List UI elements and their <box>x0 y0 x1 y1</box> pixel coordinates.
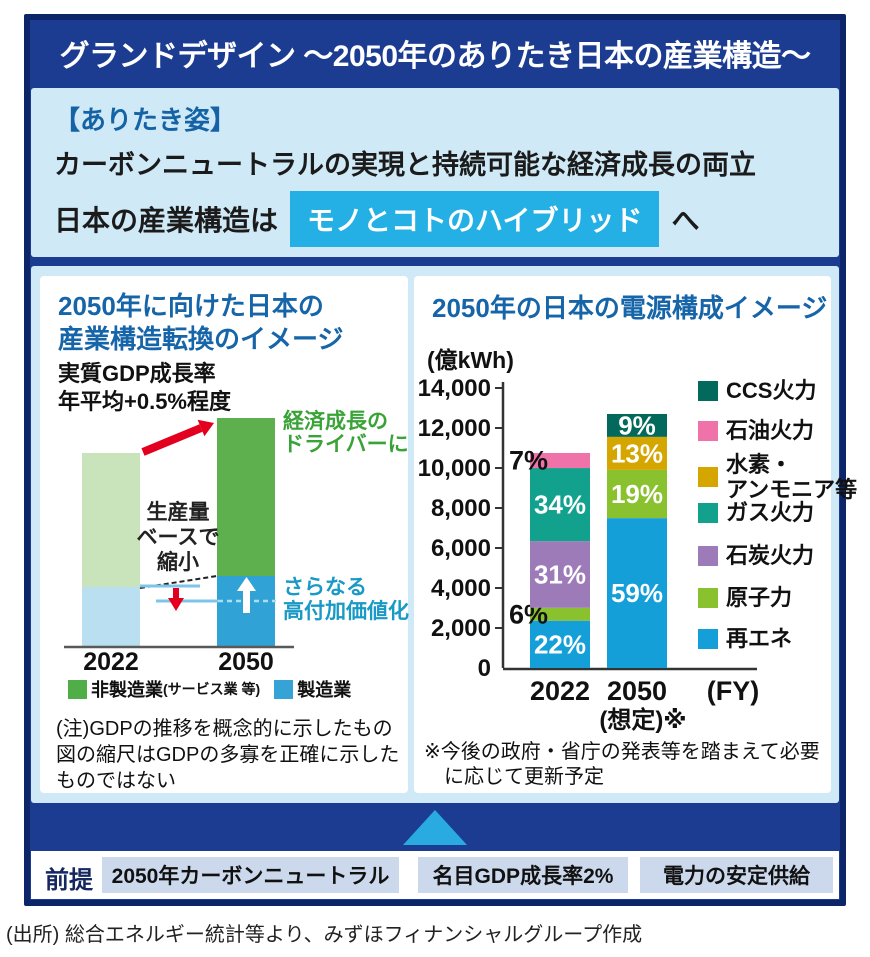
legend-swatch <box>698 502 718 523</box>
legend-swatch <box>698 628 718 649</box>
tick-label: 0 <box>478 655 491 682</box>
x-label: 2050 <box>607 676 667 706</box>
fy-label: (FY) <box>707 676 759 706</box>
mfg-legend-swatch <box>274 679 294 699</box>
legend-item: ガス火力 <box>698 500 814 525</box>
legend-label: CCS火力 <box>726 378 817 403</box>
industry-chart-footnote: (注)GDPの推移を概念的に示したもの 図の縮尺はGDPの多寡を正確に示した も… <box>56 718 400 792</box>
vision-structure-prefix: 日本の産業構造は <box>54 205 279 236</box>
industry-chart-title: 2050年に向けた日本の 産業構造転換のイメージ <box>58 291 344 354</box>
bar-segment <box>82 453 140 587</box>
segment-label: 31% <box>534 559 586 589</box>
bar-segment <box>530 541 590 608</box>
growth-arrow-icon <box>197 419 214 437</box>
legend-swatch <box>698 467 718 487</box>
hybrid-highlight-badge: モノとコトのハイブリッド <box>290 191 660 247</box>
bar-segment <box>530 453 590 469</box>
legend-swatch <box>698 380 718 401</box>
bar-segment <box>607 414 667 437</box>
industry-structure-chart <box>64 418 294 649</box>
vision-heading: 【ありたき姿】 <box>54 105 237 135</box>
bar-segment <box>607 518 667 668</box>
left-xlabel-2022: 2022 <box>83 648 139 676</box>
legend-label: 石油火力 <box>726 418 815 443</box>
left-xlabel-2050: 2050 <box>218 648 274 676</box>
tick-label: 6,000 <box>431 535 491 562</box>
power-chart-unit: (億kWh) <box>427 347 514 373</box>
up-arrow-icon <box>243 590 250 613</box>
legend-item: 原子力 <box>698 585 792 610</box>
premise-item-gdp-growth: 名目GDP成長率2% <box>418 857 628 893</box>
legend-label: ガス火力 <box>726 500 815 525</box>
segment-label: 22% <box>534 629 586 659</box>
legend-swatch <box>698 587 718 608</box>
tick-label: 12,000 <box>418 415 491 442</box>
bar-segment <box>530 468 590 542</box>
bar-segment <box>607 469 667 519</box>
legend-label: 石炭火力 <box>726 543 815 568</box>
gdp-growth-note: 実質GDP成長率 年平均+0.5%程度 <box>58 361 231 414</box>
mfg-legend-label: 製造業 <box>297 680 352 700</box>
segment-label: 19% <box>611 479 663 509</box>
segment-label: 59% <box>611 578 663 608</box>
legend-label: 水素・ アンモニア等 <box>726 452 858 502</box>
bar-segment <box>217 418 275 576</box>
premise-label: 前提 <box>45 867 93 894</box>
bar-segment <box>530 607 590 621</box>
source-note: (出所) 総合エネルギー統計等より、みずほフィナンシャルグループ作成 <box>6 924 643 946</box>
down-arrow-icon <box>168 598 184 611</box>
segment-label: 13% <box>611 438 663 468</box>
x-sublabel: (想定)※ <box>599 706 686 733</box>
nonmfg-legend-swatch <box>68 679 87 699</box>
legend-item: 再エネ <box>698 626 792 651</box>
value-add-label: さらなる 高付加価値化 <box>283 576 409 623</box>
vision-statement: カーボンニュートラルの実現と持続可能な経済成長の両立 <box>54 150 756 180</box>
legend-swatch <box>698 420 718 441</box>
bar-segment <box>82 587 140 646</box>
up-arrow-icon <box>237 577 256 591</box>
vision-structure-line: 日本の産業構造は モノとコトのハイブリッド へ <box>54 191 699 247</box>
power-chart-footnote: ※今後の政府・省庁の発表等を踏まえて必要 に応じて更新予定 <box>424 741 820 788</box>
down-arrow-icon <box>173 588 179 599</box>
x-label: 2022 <box>530 676 590 706</box>
bar-segment <box>530 620 590 668</box>
bar-segment <box>607 436 667 470</box>
nonmfg-legend-label: 非製造業 <box>91 680 163 700</box>
legend-item: 石油火力 <box>698 418 814 443</box>
premise-item-carbon-neutral: 2050年カーボンニュートラル <box>102 857 399 893</box>
growth-arrow-icon <box>141 424 203 456</box>
legend-label: 再エネ <box>726 626 793 651</box>
segment-label: 9% <box>618 410 656 440</box>
legend-swatch <box>698 545 718 566</box>
tick-label: 10,000 <box>418 455 491 482</box>
page-title: グランドデザイン ～2050年のありたき日本の産業構造～ <box>59 40 811 73</box>
premise-item-power-supply: 電力の安定供給 <box>640 857 833 893</box>
nonmfg-legend-sublabel: (サービス業 等) <box>163 681 261 697</box>
legend-item: 石炭火力 <box>698 543 814 568</box>
up-triangle-icon <box>403 810 467 845</box>
tick-label: 14,000 <box>418 375 491 402</box>
industry-chart-legend: 非製造業 (サービス業 等) 製造業 <box>68 676 351 702</box>
growth-driver-label: 経済成長の ドライバーに <box>283 410 409 456</box>
segment-label: 34% <box>534 490 586 520</box>
tick-label: 4,000 <box>431 575 491 602</box>
legend-item: 水素・ アンモニア等 <box>698 452 857 502</box>
power-chart-title: 2050年の日本の電源構成イメージ <box>432 293 828 323</box>
production-shrink-label: 生産量 ベースで 縮小 <box>136 501 220 574</box>
tick-label: 8,000 <box>431 495 491 522</box>
legend-label: 原子力 <box>726 585 793 610</box>
legend-item: CCS火力 <box>698 378 816 403</box>
tick-label: 2,000 <box>431 615 491 642</box>
segment-label: 7% <box>509 446 548 476</box>
vision-structure-suffix: へ <box>671 205 700 236</box>
power-mix-chart: 14,000 12,000 10,000 8,000 6,000 4,000 2,000 0 2… <box>418 375 760 733</box>
